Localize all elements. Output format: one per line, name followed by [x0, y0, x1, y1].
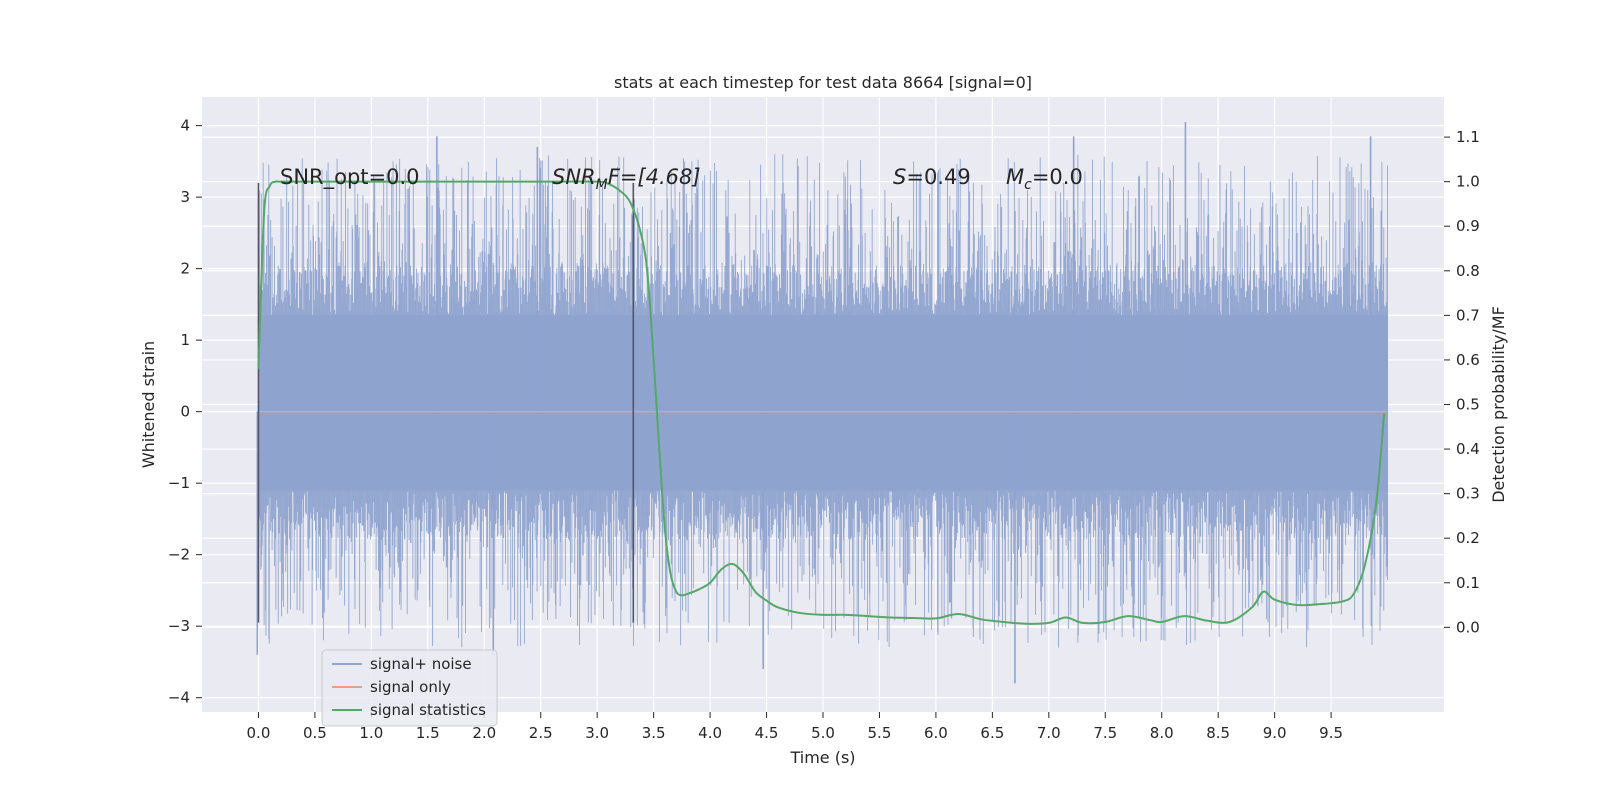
- y-right-tick-label: 0.6: [1456, 351, 1480, 369]
- y-left-tick-label: 3: [180, 188, 190, 206]
- legend-label-signal-noise: signal+ noise: [370, 655, 472, 673]
- legend-label-signal-statistics: signal statistics: [370, 701, 486, 719]
- y-right-tick-label: 0.3: [1456, 485, 1480, 503]
- x-axis-label: Time (s): [789, 748, 855, 767]
- annotation-mc: Mc=0.0: [1006, 165, 1083, 193]
- y-left-tick-label: 1: [180, 331, 190, 349]
- x-tick-label: 1.5: [416, 724, 440, 742]
- y-axis-left-label: Whitened strain: [139, 341, 158, 468]
- annotation-mc-value: =0.0: [1032, 165, 1083, 189]
- annotation-mc-sub: c: [1024, 177, 1032, 193]
- annotation-snr-mf-sub: M: [596, 177, 608, 193]
- x-tick-label: 3.0: [585, 724, 609, 742]
- x-tick-label: 0.5: [303, 724, 327, 742]
- signal-noise-series: [256, 122, 1388, 684]
- legend-box: [321, 649, 498, 727]
- x-tick-label: 7.5: [1093, 724, 1117, 742]
- y-right-tick-label: 0.0: [1456, 618, 1480, 636]
- annotation-snr-mf-label: SNR: [552, 165, 596, 189]
- y-left-tick-label: −4: [168, 689, 190, 707]
- y-left-tick-label: 2: [180, 260, 190, 278]
- legend: signal+ noise signal only signal statist…: [321, 649, 498, 727]
- annotation-mc-label: M: [1006, 165, 1024, 189]
- y-right-tick-label: 1.1: [1456, 128, 1480, 146]
- x-tick-label: 3.5: [642, 724, 666, 742]
- annotation-snr-opt: SNR_opt=0.0: [280, 165, 420, 190]
- y-right-tick-label: 0.5: [1456, 396, 1480, 414]
- y-right-tick-label: 0.1: [1456, 574, 1480, 592]
- y-left-tick-label: −1: [168, 474, 190, 492]
- signal-statistics-line: [257, 180, 1386, 625]
- x-tick-label: 4.5: [755, 724, 779, 742]
- signal-statistics-series: [257, 180, 1386, 625]
- axes: 0.0 0.5 1.0 1.5 2.0 2.5 3.0 3.5 4.0 4.5 5.0 5.5 6.0 6…: [168, 117, 1480, 742]
- annotation-s-label: S: [893, 165, 906, 189]
- x-tick-label: 8.5: [1206, 724, 1230, 742]
- y-right-tick-label: 0.7: [1456, 306, 1480, 324]
- x-tick-label: 0.0: [247, 724, 271, 742]
- x-tick-label: 9.0: [1263, 724, 1287, 742]
- x-tick-label: 5.0: [811, 724, 835, 742]
- y-left-tick-label: 4: [180, 117, 190, 135]
- y-left-tick-label: −3: [168, 617, 190, 635]
- x-tick-label: 2.0: [472, 724, 496, 742]
- y-right-tick-label: 0.9: [1456, 217, 1480, 235]
- x-tick-label: 1.0: [359, 724, 383, 742]
- annotation-s-value: =0.49: [906, 165, 970, 189]
- y-right-tick-label: 0.8: [1456, 262, 1480, 280]
- x-tick-label: 6.5: [980, 724, 1004, 742]
- x-tick-label: 7.0: [1037, 724, 1061, 742]
- y-left-tick-label: 0: [180, 403, 190, 421]
- y-right-tick-label: 0.2: [1456, 529, 1480, 547]
- annotation-snr-mf: SNRMF=[4.68]: [552, 165, 701, 193]
- y-left-tick-label: −2: [168, 546, 190, 564]
- vertical-markers: [257, 182, 635, 623]
- chart-title: stats at each timestep for test data 866…: [614, 73, 1032, 92]
- x-tick-label: 2.5: [529, 724, 553, 742]
- x-tick-label: 4.0: [698, 724, 722, 742]
- annotation-s: S=0.49: [893, 165, 971, 189]
- x-tick-label: 6.0: [924, 724, 948, 742]
- x-tick-label: 9.5: [1319, 724, 1343, 742]
- y-right-tick-label: 1.0: [1456, 173, 1480, 191]
- y-right-tick-label: 0.4: [1456, 440, 1480, 458]
- legend-label-signal-only: signal only: [370, 678, 451, 696]
- x-tick-label: 5.5: [868, 724, 892, 742]
- signal-noise-core-band: [258, 315, 1388, 491]
- x-tick-label: 8.0: [1150, 724, 1174, 742]
- y-axis-right-label: Detection probability/MF: [1489, 306, 1508, 503]
- annotation-snr-mf-rest: F=[4.68]: [608, 165, 701, 189]
